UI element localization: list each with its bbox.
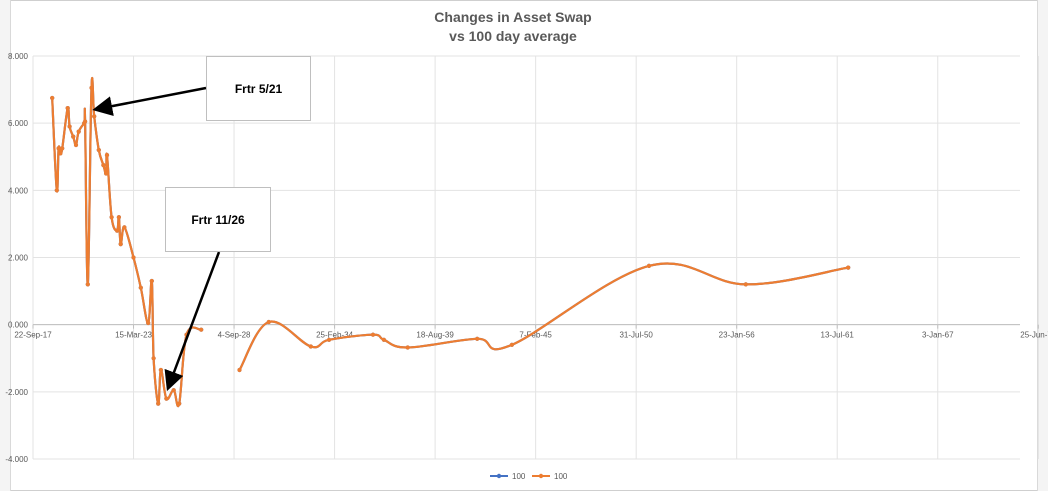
- data-point: [327, 337, 332, 342]
- y-tick-label: 0.000: [8, 321, 29, 330]
- sheet-right-edge: [1037, 0, 1048, 491]
- data-point: [104, 153, 110, 158]
- annotation-label: Frtr 5/21: [234, 81, 283, 96]
- x-tick-label: 13-Jul-61: [821, 331, 855, 340]
- x-tick-label: 4-Sep-28: [218, 331, 251, 340]
- data-point: [89, 85, 94, 90]
- legend-marker: [496, 473, 502, 479]
- data-point: [405, 345, 410, 350]
- data-point: [118, 242, 123, 247]
- data-point: [104, 171, 109, 176]
- series-line: [238, 262, 849, 371]
- data-point: [54, 188, 59, 193]
- y-tick-label: 8.000: [8, 52, 29, 61]
- x-tick-label: 22-Sep-17: [14, 331, 52, 340]
- y-tick-label: -4.000: [5, 455, 28, 464]
- data-point: [846, 265, 851, 270]
- x-tick-label: 25-Feb-34: [316, 331, 353, 340]
- data-point: [116, 215, 121, 220]
- data-point: [76, 129, 81, 134]
- data-point: [199, 327, 204, 332]
- y-tick-label: 4.000: [8, 186, 29, 195]
- legend-item: 100: [532, 472, 568, 481]
- chart-subtitle: vs 100 day average: [449, 28, 577, 44]
- legend: 100 100: [490, 472, 568, 481]
- data-point: [71, 134, 76, 139]
- data-point: [381, 337, 386, 342]
- legend-label: 100: [512, 472, 526, 481]
- data-point: [56, 146, 61, 151]
- data-point: [156, 401, 161, 406]
- data-point: [138, 285, 143, 290]
- data-point: [743, 282, 748, 287]
- y-tick-label: 6.000: [8, 119, 29, 128]
- annotation-callout-frtr-5-21: Frtr 5/21: [206, 56, 311, 121]
- x-tick-label: 31-Jul-50: [619, 331, 653, 340]
- data-point: [101, 163, 106, 168]
- chart-title: Changes in Asset Swap: [434, 9, 591, 25]
- x-tick-label: 15-Mar-23: [115, 331, 152, 340]
- annotation-callout-frtr-11-26: Frtr 11/26: [165, 187, 271, 252]
- data-point: [509, 342, 514, 347]
- x-tick-label: 3-Jan-67: [922, 331, 954, 340]
- sheet-left-edge: [0, 0, 11, 491]
- annotation-label: Frtr 11/26: [191, 212, 245, 227]
- data-point: [58, 151, 63, 156]
- legend-marker: [538, 473, 544, 479]
- data-point: [164, 396, 169, 401]
- data-point: [158, 367, 163, 373]
- x-tick-label: 18-Aug-39: [416, 331, 454, 340]
- data-point: [109, 215, 114, 220]
- y-tick-label: -2.000: [5, 388, 28, 397]
- data-point: [50, 95, 55, 101]
- data-point: [237, 367, 242, 373]
- data-point: [73, 142, 79, 148]
- gridlines: [32, 55, 1039, 460]
- data-point: [146, 320, 151, 326]
- annotation-arrows: [92, 86, 221, 392]
- data-point: [67, 124, 72, 129]
- data-point: [131, 255, 136, 260]
- data-point: [308, 344, 313, 349]
- x-tick-label: 7-Feb-45: [519, 331, 552, 340]
- data-point: [177, 401, 182, 406]
- data-point: [266, 319, 271, 325]
- annotation-arrow: [164, 251, 221, 392]
- data-point: [96, 147, 101, 153]
- y-tick-label: 2.000: [8, 254, 29, 263]
- data-point: [475, 336, 480, 341]
- annotation-arrow: [92, 86, 207, 116]
- data-point: [115, 228, 120, 233]
- legend-label: 100: [554, 472, 568, 481]
- data-point: [60, 146, 65, 151]
- series-line: [238, 262, 849, 371]
- data-point: [149, 278, 154, 284]
- axes: 8.000 6.000 4.000 2.000 0.000 -2.000 -4.000 22-…: [5, 52, 1048, 464]
- data-point: [65, 106, 70, 111]
- data-point: [122, 225, 127, 230]
- data-point: [171, 388, 176, 393]
- data-point: [370, 332, 376, 337]
- data-point: [151, 356, 156, 361]
- x-tick-label: 25-Jun-72: [1020, 331, 1048, 340]
- data-point: [83, 119, 88, 124]
- legend-item: 100: [490, 472, 526, 481]
- x-tick-label: 23-Jan-56: [719, 331, 756, 340]
- data-point: [646, 263, 652, 268]
- data-point: [85, 282, 90, 287]
- data-point: [92, 114, 97, 119]
